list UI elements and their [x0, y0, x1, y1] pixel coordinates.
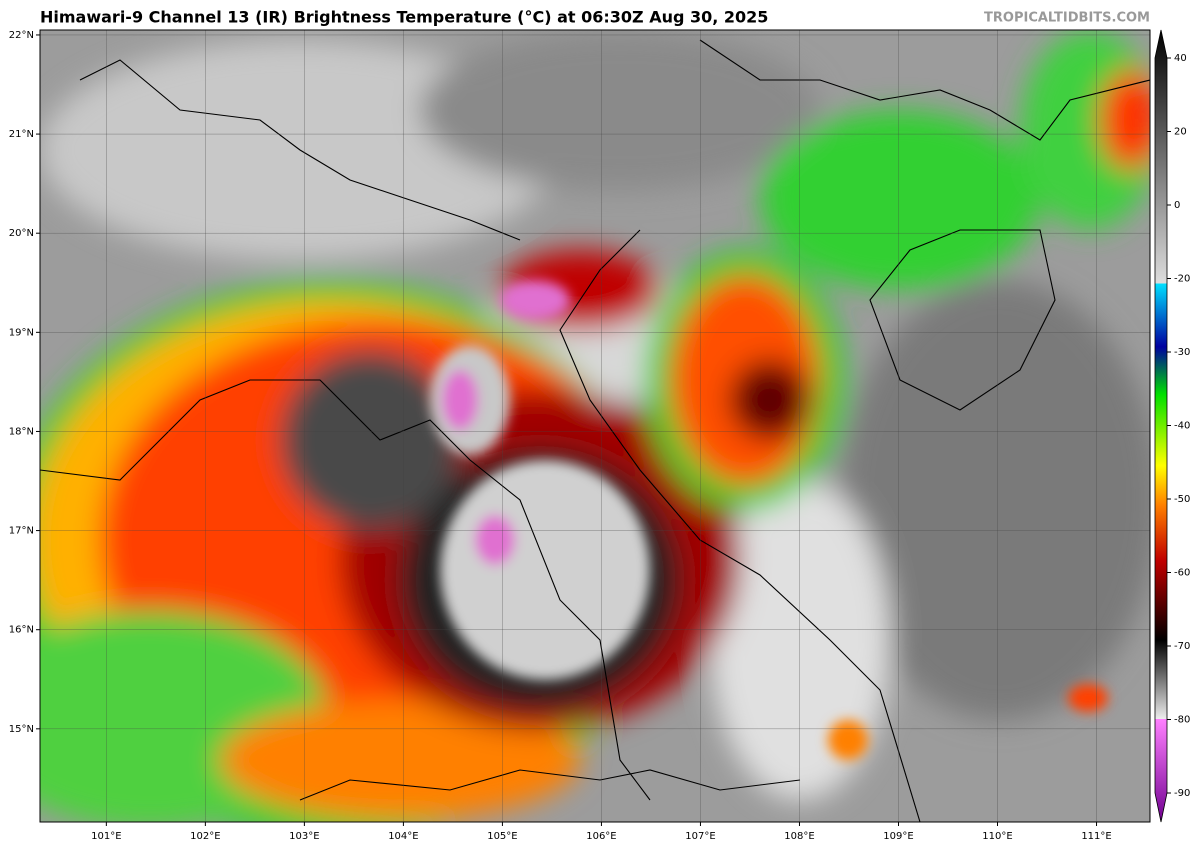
lon-label: 111°E — [1081, 831, 1111, 842]
lat-label: 22°N — [9, 30, 34, 41]
colorbar-label: -90 — [1174, 788, 1190, 799]
lat-label: 20°N — [9, 228, 34, 239]
lon-label: 105°E — [487, 831, 517, 842]
lat-label: 21°N — [9, 129, 34, 140]
colorbar-label: -40 — [1174, 421, 1190, 432]
colorbar-label: -60 — [1174, 568, 1190, 579]
colorbar-label: -80 — [1174, 715, 1190, 726]
watermark: TROPICALTIDBITS.COM — [984, 11, 1150, 26]
satellite-imagery — [40, 30, 1150, 822]
lon-label: 110°E — [982, 831, 1012, 842]
lat-label: 18°N — [9, 426, 34, 437]
lon-label: 104°E — [388, 831, 418, 842]
lon-label: 107°E — [685, 831, 715, 842]
lon-label: 106°E — [586, 831, 616, 842]
colorbar-label: -30 — [1174, 347, 1190, 358]
colorbar — [1154, 29, 1168, 823]
colorbar-label: 0 — [1174, 200, 1180, 211]
colorbar-label: -70 — [1174, 641, 1190, 652]
colorbar-label: 20 — [1174, 127, 1187, 138]
lon-label: 103°E — [289, 831, 319, 842]
lon-label: 102°E — [190, 831, 220, 842]
lon-label: 101°E — [91, 831, 121, 842]
lat-label: 15°N — [9, 724, 34, 735]
colorbar-label: -20 — [1174, 274, 1190, 285]
colorbar-label: 40 — [1174, 53, 1187, 64]
map-frame — [39, 29, 1151, 823]
colorbar-label: -50 — [1174, 494, 1190, 505]
lat-label: 16°N — [9, 625, 34, 636]
title: Himawari-9 Channel 13 (IR) Brightness Te… — [40, 8, 768, 27]
lon-label: 109°E — [883, 831, 913, 842]
lon-label: 108°E — [784, 831, 814, 842]
lat-label: 19°N — [9, 327, 34, 338]
lat-label: 17°N — [9, 526, 34, 537]
